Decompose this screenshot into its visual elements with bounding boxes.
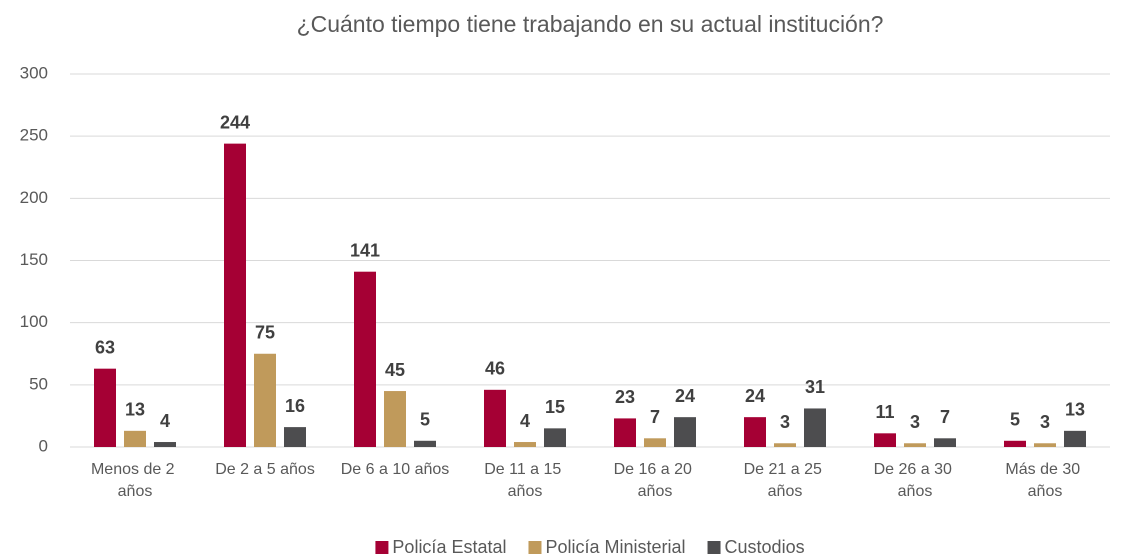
legend-swatch	[707, 541, 721, 554]
legend-item: Custodios	[707, 537, 805, 557]
bar	[124, 430, 146, 447]
bar	[934, 438, 956, 447]
x-tick-line: Menos de 2	[91, 461, 179, 478]
value-label: 141	[350, 240, 380, 260]
x-tick-line: De 26 a 30	[874, 461, 957, 478]
bar	[1034, 443, 1056, 447]
chart-title: ¿Cuánto tiempo tiene trabajando en su ac…	[297, 11, 884, 37]
x-tick-label: De 21 a 25 años	[744, 461, 827, 500]
x-tick-line: años	[638, 483, 673, 500]
bar	[904, 443, 926, 447]
value-label: 31	[805, 377, 825, 397]
legend-swatch	[528, 541, 542, 554]
bar	[614, 418, 636, 447]
x-tick-line: años	[768, 483, 803, 500]
x-tick-line: De 16 a 20	[614, 461, 697, 478]
x-tick-label: De 16 a 20 años	[614, 461, 697, 500]
value-label: 13	[1065, 400, 1085, 420]
value-label: 4	[520, 411, 530, 431]
x-tick-label: Más de 30 años	[1005, 461, 1084, 500]
x-tick-line: años	[118, 483, 153, 500]
value-label: 11	[875, 402, 894, 422]
value-label: 3	[910, 412, 920, 432]
x-tick-label: De 26 a 30 años	[874, 461, 957, 500]
x-tick-label: De 2 a 5 años	[215, 461, 315, 478]
value-label: 45	[385, 360, 405, 380]
bar	[224, 143, 246, 448]
bar	[674, 417, 696, 447]
value-label: 13	[125, 400, 145, 420]
bar	[354, 271, 376, 447]
value-label: 244	[220, 112, 250, 132]
value-label: 3	[1040, 412, 1050, 432]
x-tick-label: De 11 a 15 años	[484, 461, 566, 500]
bar	[774, 443, 796, 447]
bar	[284, 427, 306, 447]
legend-item: Policía Ministerial	[528, 537, 686, 557]
bar	[94, 368, 116, 447]
bar	[644, 438, 666, 447]
legend-label: Policía Estatal	[392, 537, 506, 557]
x-tick-line: años	[1028, 483, 1063, 500]
bar	[874, 433, 896, 447]
x-tick-line: Más de 30	[1005, 461, 1084, 478]
bar	[514, 442, 536, 447]
y-tick-label: 300	[20, 63, 48, 82]
bar	[744, 417, 766, 447]
x-tick-label: De 6 a 10 años	[341, 461, 450, 478]
value-label: 5	[1010, 410, 1020, 430]
value-label: 24	[675, 386, 695, 406]
legend-item: Policía Estatal	[375, 537, 506, 557]
y-tick-label: 200	[20, 188, 48, 207]
bar	[154, 442, 176, 447]
value-label: 7	[650, 407, 660, 427]
value-label: 75	[255, 323, 275, 343]
legend-swatch	[375, 541, 389, 554]
value-label: 3	[780, 412, 790, 432]
x-tick-label: Menos de 2 años	[91, 461, 179, 500]
y-tick-label: 0	[39, 436, 48, 455]
bar	[1064, 430, 1086, 447]
value-label: 23	[615, 387, 635, 407]
value-label: 5	[420, 410, 430, 430]
x-tick-line: De 11 a 15	[484, 461, 566, 478]
bar	[384, 391, 406, 447]
value-label: 63	[95, 337, 115, 357]
x-tick-line: De 21 a 25	[744, 461, 827, 478]
bar	[804, 408, 826, 447]
bar	[414, 440, 436, 447]
value-label: 16	[285, 396, 305, 416]
value-label: 4	[160, 411, 170, 431]
bar	[254, 353, 276, 447]
x-tick-line: años	[508, 483, 543, 500]
y-tick-label: 100	[20, 312, 48, 331]
y-tick-label: 250	[20, 126, 48, 145]
bar	[544, 428, 566, 447]
y-tick-label: 50	[29, 374, 48, 393]
bar	[484, 389, 506, 447]
value-label: 7	[940, 407, 950, 427]
bar	[1004, 440, 1026, 447]
legend-label: Policía Ministerial	[545, 537, 685, 557]
value-label: 15	[545, 397, 565, 417]
value-label: 24	[745, 386, 765, 406]
legend-label: Custodios	[725, 537, 805, 557]
x-tick-line: años	[898, 483, 933, 500]
y-tick-label: 150	[20, 250, 48, 269]
value-label: 46	[485, 359, 505, 379]
